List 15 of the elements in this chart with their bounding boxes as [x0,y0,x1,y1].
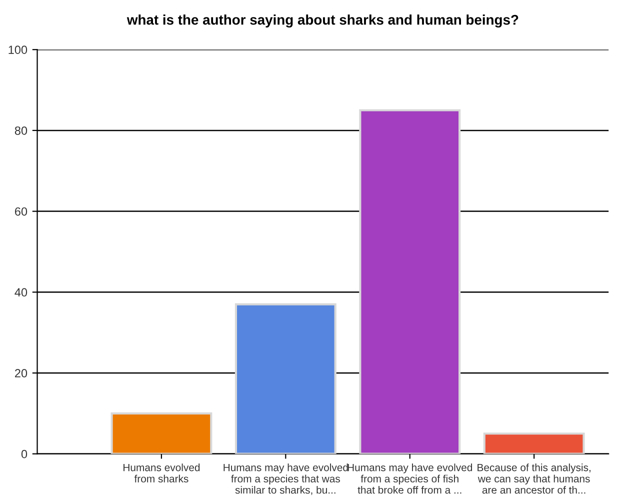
x-tick-label: Because of this analysis, we can say that humans are an ancestor of th... [478,464,590,494]
bar [110,412,212,454]
y-tick-label: 80 [14,126,28,135]
y-tick-label: 20 [15,369,28,378]
y-tick-label: 40 [14,288,28,297]
bar [234,303,336,454]
y-tick-label: 0 [21,450,28,458]
y-tick-label: 100 [8,46,28,54]
x-tick-label: Humans may have evolved from a species of fish that broke off from a ... [348,464,472,494]
bar [359,109,461,454]
chart-title: what is the author saying about sharks and human beings? [126,14,518,28]
y-tick-label: 60 [15,207,28,216]
bar [483,432,585,454]
x-tick-label: Humans evolved from sharks [124,464,200,482]
x-tick-label: Humans may have evolved from a species that was similar to sharks, bu... [224,464,348,495]
